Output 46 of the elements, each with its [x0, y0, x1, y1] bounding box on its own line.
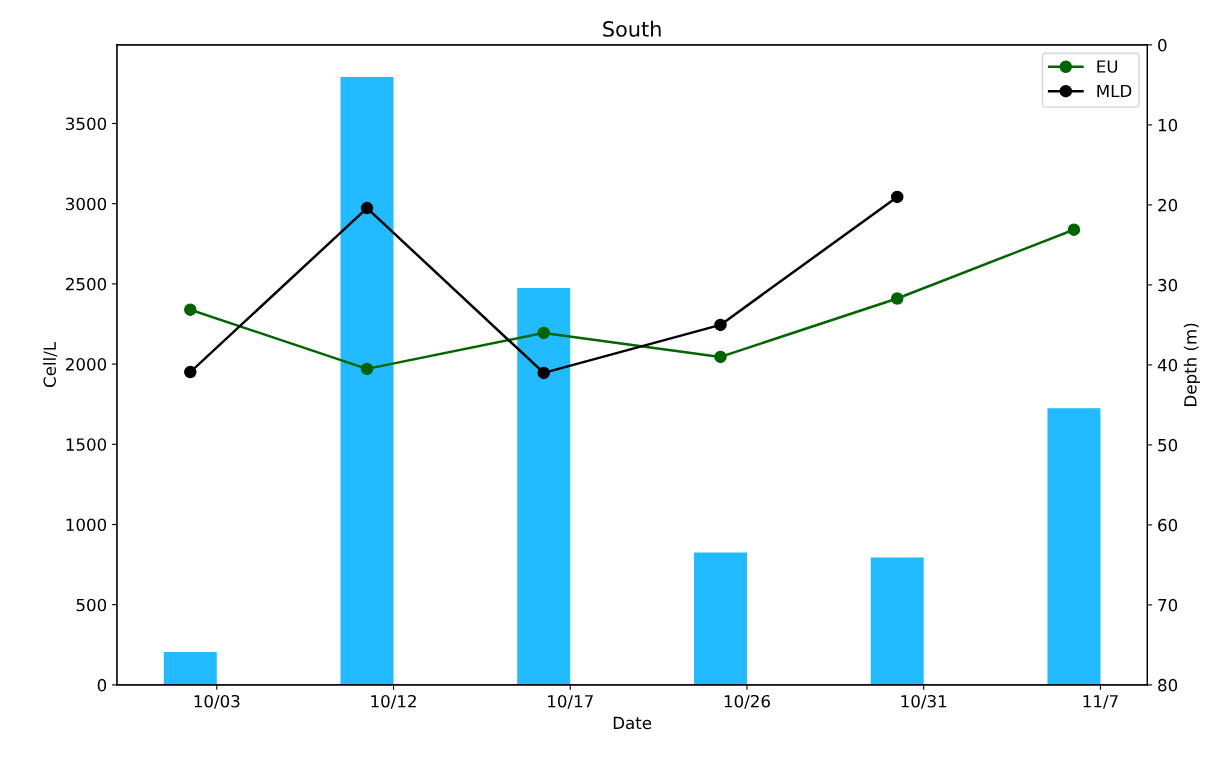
- y-tick-label: 1500: [66, 438, 107, 451]
- point: [1067, 223, 1081, 236]
- point: [184, 365, 197, 379]
- point: [184, 303, 197, 316]
- y2-tick-label: 50: [1158, 438, 1178, 452]
- y2-tick-label: 0: [1158, 38, 1167, 52]
- y-tick-label: 3000: [66, 197, 107, 211]
- y-tick-label: 1000: [66, 518, 107, 532]
- y2-tick-label: 60: [1158, 518, 1178, 532]
- x-tick-label: 10/17: [548, 694, 593, 709]
- legend-label: EU: [1097, 60, 1118, 73]
- y2-tick-label: 70: [1158, 598, 1178, 612]
- y-tick-label: 2500: [66, 277, 107, 291]
- x-axis-title: Date: [613, 716, 652, 730]
- y2-tick-label: 10: [1158, 118, 1178, 132]
- y2-axis-title: Depth (m): [1183, 323, 1200, 406]
- point: [714, 350, 727, 364]
- y2-tick-label: 30: [1158, 278, 1178, 292]
- point: [890, 292, 904, 305]
- x-tick-label: 10/26: [724, 694, 770, 709]
- point: [360, 201, 374, 215]
- y2-tick-label: 40: [1157, 358, 1178, 372]
- point: [714, 318, 727, 332]
- bar: [163, 652, 217, 685]
- y-axis-title: Cell/L: [43, 341, 58, 387]
- x-tick-label: 10/31: [901, 694, 947, 709]
- point: [890, 190, 904, 204]
- bar: [340, 76, 394, 685]
- point: [360, 362, 374, 376]
- bar: [870, 557, 924, 685]
- chart-title: South: [603, 20, 661, 37]
- y-tick-label: 2000: [66, 358, 107, 371]
- x-tick-label: 10/03: [194, 694, 240, 709]
- bar: [1047, 408, 1101, 685]
- y2-tick-label: 80: [1158, 678, 1178, 692]
- legend-label: MLD: [1097, 84, 1132, 98]
- y-tick-label: 3500: [66, 117, 107, 131]
- bar: [517, 287, 571, 685]
- bar: [693, 552, 747, 685]
- x-tick-label: 11/7: [1083, 695, 1118, 709]
- point: [537, 326, 551, 340]
- y2-tick-label: 20: [1158, 198, 1178, 212]
- x-tick-label: 10/12: [371, 694, 416, 709]
- y-tick-label: 0: [97, 678, 107, 692]
- y-tick-label: 500: [76, 598, 107, 612]
- point: [537, 366, 551, 380]
